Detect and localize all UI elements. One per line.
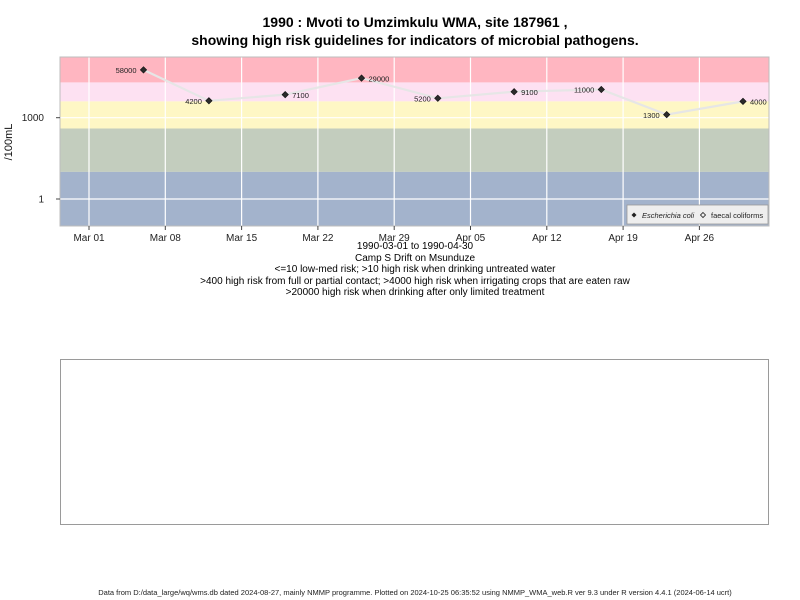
site-name-caption: Camp S Drift on Msunduze — [354, 253, 476, 264]
data-point-5 — [510, 88, 518, 96]
data-point-1 — [205, 97, 213, 105]
data-point-7 — [663, 110, 671, 119]
legend-marker-faecal-coliforms — [699, 211, 707, 219]
x-tick-label-6: Apr 12 — [532, 233, 562, 244]
legend-label-faecal-coliforms: faecal coliforms — [711, 211, 763, 220]
y-axis-label: /100mL — [3, 124, 15, 161]
risk-guideline-caption-1: <=10 low-med risk; >10 high risk when dr… — [274, 264, 556, 275]
data-point-8 — [739, 97, 747, 106]
data-point-4 — [434, 94, 442, 102]
x-tick-label-3: Mar 22 — [302, 233, 334, 244]
date-range-caption: 1990-03-01 to 1990-04-30 — [356, 241, 474, 252]
x-tick-label-8: Apr 26 — [685, 233, 715, 244]
x-tick-label-2: Mar 15 — [226, 233, 258, 244]
risk-guideline-caption-2: >400 high risk from full or partial cont… — [200, 276, 630, 287]
data-label-1: 4200 — [185, 97, 202, 106]
data-label-7: 1300 — [643, 111, 660, 120]
risk-band-0 — [60, 57, 769, 83]
risk-guideline-caption-3: >20000 high risk when drinking after onl… — [285, 287, 545, 298]
data-label-6: 11000 — [574, 86, 594, 95]
data-label-0: 58000 — [116, 66, 137, 75]
risk-band-2 — [60, 101, 769, 129]
data-label-8: 4000 — [750, 98, 767, 107]
risk-band-3 — [60, 128, 769, 172]
data-label-5: 9100 — [521, 88, 538, 97]
risk-chart: Mar 01 Mar 08 Mar 15 Mar 22 Mar 29 Apr 05 Apr … — [3, 56, 770, 244]
legend-box — [626, 204, 769, 225]
empty-plot-panel — [60, 359, 769, 525]
data-label-2: 7100 — [292, 91, 309, 100]
legend: Escherichia coli faecal coliforms — [626, 204, 769, 225]
plot-frame — [59, 56, 770, 227]
chart-title-line-1: 1990 : Mvoti to Umzimkulu WMA, site 1879… — [262, 14, 568, 30]
footer-note: Data from D:/data_large/wq/wms.db dated … — [98, 588, 732, 597]
y-tick-label-1: 1000 — [22, 113, 45, 124]
x-tick-label-1: Mar 08 — [150, 233, 182, 244]
data-point-0 — [139, 66, 148, 74]
data-point-6 — [597, 85, 605, 94]
x-tick-label-4: Mar 29 — [379, 233, 411, 244]
data-label-3: 29000 — [369, 74, 390, 83]
x-tick-label-0: Mar 01 — [73, 233, 105, 244]
data-point-3 — [357, 74, 366, 82]
data-point-2 — [281, 91, 289, 99]
legend-marker-ecoli — [631, 212, 637, 218]
x-tick-label-5: Apr 05 — [456, 233, 486, 244]
y-tick-label-0: 1 — [38, 195, 44, 206]
x-tick-label-7: Apr 19 — [608, 233, 638, 244]
data-label-4: 5200 — [414, 94, 431, 103]
legend-label-ecoli: Escherichia coli — [642, 211, 694, 220]
chart-title-line-2: showing high risk guidelines for indicat… — [191, 32, 639, 48]
